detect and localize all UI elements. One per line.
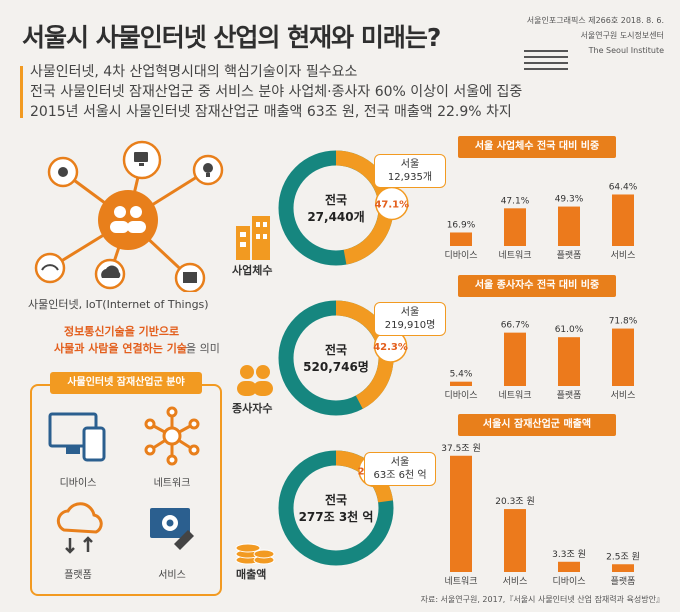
bar-chart-title-employees: 서울 종사자수 전국 대비 비중 [458,275,616,297]
bar [504,332,526,386]
donut-chart-establishments: 전국 27,440개 47.1% [278,150,409,266]
callout-label: 서울 [400,307,420,318]
iot-definition-line-2: 사물과 사람을 연결하는 기술 [54,342,187,355]
workers-icon [237,365,273,396]
cloud-platform-icon [56,502,103,554]
bar-chart-title-establishments: 서울 사업체수 전국 대비 비중 [458,136,616,158]
metric-label-employees: 종사자수 [232,402,273,415]
seoul-callout-sales: 서울 63조 6천 억 [364,452,436,486]
field-label-service: 서비스 [158,570,186,581]
bar-value-label: 64.4% [609,182,638,192]
field-label-platform: 플랫폼 [64,570,92,581]
industry-field-title: 사물인터넷 잠재산업군 분야 [50,372,202,394]
bar [450,232,472,246]
bar-category-label: 플랫폼 [557,250,582,261]
donut-total-label: 전국 [325,192,347,207]
bar [612,564,634,572]
callout-value: 63조 6천 억 [373,470,427,481]
bar-value-label: 37.5조 원 [441,443,480,454]
seoul-callout-employees: 서울 219,910명 [374,302,446,336]
lead-line-1: 사물인터넷, 4차 산업혁명시대의 핵심기술이자 필수요소 [30,64,358,80]
bar [450,381,472,386]
donut-total-value: 27,440개 [307,210,364,224]
bar [450,455,472,572]
lead-line-2: 전국 사물인터넷 잠재산업군 중 서비스 분야 사업체·종사자 60% 이상이 … [30,84,523,100]
service-gear-icon [150,508,194,550]
bar-value-label: 66.7% [501,321,530,331]
bar-value-label: 2.5조 원 [606,551,640,562]
bar-value-label: 61.0% [555,325,584,335]
bar [612,328,634,386]
bar-category-label: 디바이스 [444,250,477,261]
callout-label: 서울 [400,159,420,170]
institute-logo [524,50,568,70]
metric-label-establishments: 사업체수 [232,264,273,277]
donut-total-label: 전국 [325,342,347,357]
metric-label-sales: 매출액 [236,568,267,581]
network-icon [144,406,200,466]
building-icon [236,216,270,260]
field-label-device: 디바이스 [59,478,97,489]
lead-text: 사물인터넷, 4차 산업혁명시대의 핵심기술이자 필수요소 전국 사물인터넷 잠… [30,62,522,122]
lead-accent-bar [20,66,23,118]
bar-chart-establishments: 16.9% 디바이스 47.1% 네트워크 49.3% 플랫폼 64.4% 서비스 [444,182,638,261]
coins-icon [235,543,275,565]
bar-category-label: 네트워크 [498,250,531,261]
bar-category-label: 디바이스 [552,576,585,587]
bar-chart-title-sales: 서울시 잠재산업군 매출액 [458,414,616,436]
source-note: 자료: 서울연구원, 2017,『서울시 사물인터넷 산업 잠재력과 육성방안』 [420,595,664,604]
field-label-network: 네트워크 [153,478,191,489]
bar-value-label: 49.3% [555,195,584,205]
bar-category-label: 플랫폼 [557,390,582,401]
device-icon [48,412,106,462]
org-name-en: The Seoul Institute [588,46,664,55]
bar-category-label: 디바이스 [444,390,477,401]
donut-share-label: 47.1% [374,199,409,210]
bar-value-label: 3.3조 원 [552,549,586,560]
bar-value-label: 20.3조 원 [495,496,534,507]
bar-value-label: 71.8% [609,317,638,327]
donut-total-value: 277조 3천 억 [299,509,374,524]
seoul-callout-establishments: 서울 12,935개 [374,154,446,188]
publication-meta: 서울인포그래픽스 제266호 2018. 8. 6. 서울연구원 도시정보센터 … [527,13,664,58]
bar-category-label: 네트워크 [444,576,477,587]
donut-total-value: 520,746명 [303,360,369,374]
bar-chart-employees: 5.4% 디바이스 66.7% 네트워크 61.0% 플랫폼 71.8% 서비스 [444,317,638,401]
iot-caption: 사물인터넷, IoT(Internet of Things) [28,298,209,311]
bar [558,337,580,386]
callout-label: 서울 [390,457,410,468]
bar-category-label: 서비스 [503,576,528,587]
bar-category-label: 서비스 [611,250,636,261]
org-name: 서울연구원 도시정보센터 [580,31,664,40]
donut-chart-employees: 전국 520,746명 42.3% [278,300,408,416]
bar-value-label: 5.4% [450,370,473,380]
donut-share-label: 42.3% [373,342,408,353]
bar-value-label: 16.9% [447,220,476,230]
bar-category-label: 서비스 [611,390,636,401]
lead-line-3: 2015년 서울시 사물인터넷 잠재산업군 매출액 63조 원, 전국 매출액 … [30,104,512,120]
callout-value: 219,910명 [384,320,436,331]
issue-info: 서울인포그래픽스 제266호 2018. 8. 6. [526,16,664,25]
bar [504,509,526,572]
callout-value: 12,935개 [387,172,433,183]
iot-definition-tail: 을 의미 [186,342,220,355]
page-title: 서울시 사물인터넷 산업의 현재와 미래는? [22,23,441,52]
bar [612,194,634,246]
iot-definition-line-1: 정보통신기술을 기반으로 [64,325,180,338]
bar [558,561,580,572]
bar-value-label: 47.1% [501,196,530,206]
iot-hub-diagram [34,140,224,292]
bar [558,206,580,246]
bar [504,208,526,246]
donut-total-label: 전국 [325,492,347,507]
bar-category-label: 네트워크 [498,390,531,401]
bar-category-label: 플랫폼 [611,576,636,587]
